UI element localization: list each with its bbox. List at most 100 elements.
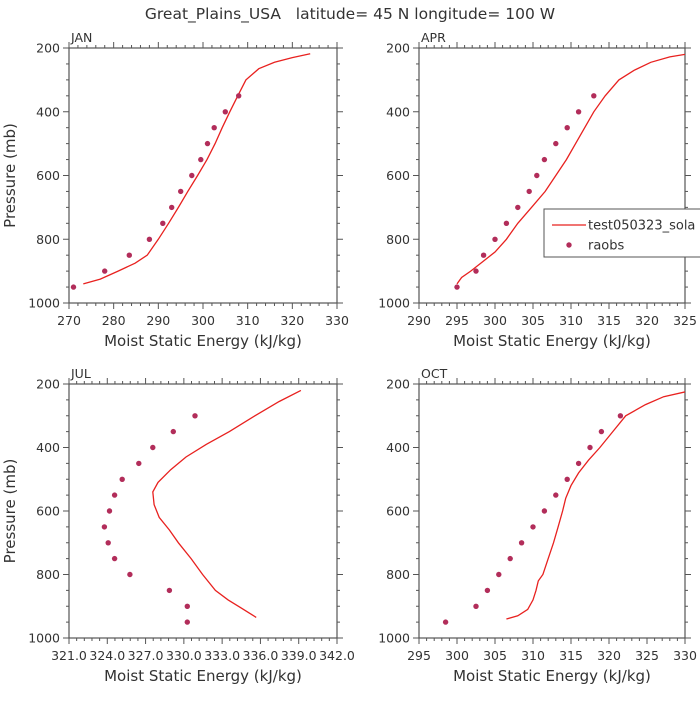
raobs-point <box>146 236 153 242</box>
y-tick-label: 200 <box>386 41 410 56</box>
raobs-point <box>102 268 108 274</box>
x-tick-label: 310 <box>236 313 260 328</box>
x-tick-label: 320 <box>635 313 659 328</box>
y-tick-label: 800 <box>36 567 60 582</box>
x-tick-label: 339.0 <box>281 648 317 663</box>
x-tick-label: 315 <box>559 648 583 663</box>
panel-jan: 200 400 600 800 1000 270 280 290 300 310 320 330 Moi… <box>1 30 349 350</box>
raobs-point <box>617 413 624 419</box>
raobs-point <box>515 204 521 211</box>
raobs-point <box>492 236 498 242</box>
raobs-point <box>136 460 142 467</box>
x-axis-label: Moist Static Energy (kJ/kg) <box>104 667 302 685</box>
panel-frame <box>418 383 686 639</box>
raobs-point <box>454 284 460 290</box>
raobs-point <box>473 603 479 609</box>
x-tick-label: 295 <box>407 648 431 663</box>
y-tick-label: 600 <box>36 168 60 183</box>
raobs-point <box>553 492 559 498</box>
x-tick-label: 321.0 <box>51 648 87 663</box>
model-profile-line <box>456 53 685 285</box>
y-tick-label: 200 <box>36 377 60 392</box>
legend-raobs-swatch <box>566 242 572 248</box>
raobs-point <box>111 555 118 562</box>
y-tick-label: 800 <box>386 232 410 247</box>
y-tick-label: 400 <box>386 104 410 119</box>
raobs-point <box>105 540 111 546</box>
y-tick-label: 1000 <box>28 631 60 646</box>
raobs-point <box>192 413 198 419</box>
raobs-point <box>553 140 559 147</box>
panel-oct: 200 400 600 800 1000 295 300 305 310 315 320 325 330… <box>378 366 697 685</box>
raobs-point <box>184 603 190 609</box>
raobs-point <box>496 571 502 578</box>
x-tick-label: 280 <box>102 313 126 328</box>
y-axis-label: Pressure (mb) <box>1 459 19 564</box>
raobs-point <box>126 252 132 258</box>
x-tick-label: 325 <box>673 313 697 328</box>
raobs-point <box>160 220 166 226</box>
raobs-point <box>169 204 175 211</box>
panel-frame <box>68 47 338 304</box>
x-tick-label: 310 <box>559 313 583 328</box>
x-tick-label: 305 <box>521 313 545 328</box>
panel-data <box>442 391 685 625</box>
panel-title-apr: APR <box>421 30 446 45</box>
raobs-point <box>518 540 525 546</box>
x-tick-label: 305 <box>483 648 507 663</box>
raobs-point <box>70 284 77 290</box>
x-axis-label: Moist Static Energy (kJ/kg) <box>453 667 651 685</box>
x-tick-label: 330 <box>325 313 349 328</box>
x-tick-label: 290 <box>407 313 431 328</box>
raobs-point <box>484 587 491 594</box>
x-tick-label: 270 <box>57 313 81 328</box>
raobs-point <box>598 428 605 435</box>
raobs-point <box>530 524 536 530</box>
raobs-point <box>127 571 133 578</box>
raobs-point <box>106 508 113 514</box>
raobs-point <box>564 476 570 482</box>
raobs-point <box>111 492 118 498</box>
legend-box <box>543 208 700 258</box>
x-tick-label: 333.0 <box>204 648 240 663</box>
raobs-point <box>189 172 195 179</box>
raobs-point <box>473 268 479 274</box>
x-tick-label: 330.0 <box>166 648 202 663</box>
raobs-point <box>222 109 228 115</box>
raobs-point <box>442 619 449 625</box>
raobs-point <box>541 508 548 514</box>
model-profile-line <box>506 391 685 620</box>
x-tick-label: 300 <box>191 313 215 328</box>
panel-jul: 200 400 600 800 1000 321.0 324.0 327.0 330.0 333.… <box>1 366 355 685</box>
panel-title-jan: JAN <box>70 30 92 45</box>
y-axis-label: Pressure (mb) <box>1 123 19 228</box>
raobs-point <box>575 460 582 467</box>
raobs-point <box>101 524 108 530</box>
x-axis-label: Moist Static Energy (kJ/kg) <box>104 332 302 350</box>
raobs-point <box>150 444 156 451</box>
x-tick-label: 324.0 <box>89 648 125 663</box>
x-tick-label: 295 <box>445 313 469 328</box>
raobs-point <box>591 93 597 99</box>
model-profile-line <box>152 389 302 618</box>
raobs-point <box>564 125 570 131</box>
y-tick-label: 600 <box>386 504 410 519</box>
panel-data <box>101 389 302 625</box>
raobs-point <box>204 140 211 147</box>
y-tick-label: 1000 <box>378 296 410 311</box>
raobs-point <box>198 156 204 163</box>
raobs-point <box>178 188 184 195</box>
y-tick-label: 800 <box>386 567 410 582</box>
panel-title-jul: JUL <box>70 366 91 381</box>
y-tick-label: 1000 <box>378 631 410 646</box>
panel-data <box>454 53 685 290</box>
raobs-point <box>575 109 582 115</box>
raobs-point <box>534 172 540 179</box>
x-tick-label: 315 <box>597 313 621 328</box>
y-tick-label: 1000 <box>28 296 60 311</box>
panel-apr: 200 400 600 800 1000 290 295 300 305 310 315 320 325… <box>378 30 697 350</box>
legend-model-label: test050323_sola <box>588 219 695 234</box>
y-tick-label: 400 <box>36 440 60 455</box>
